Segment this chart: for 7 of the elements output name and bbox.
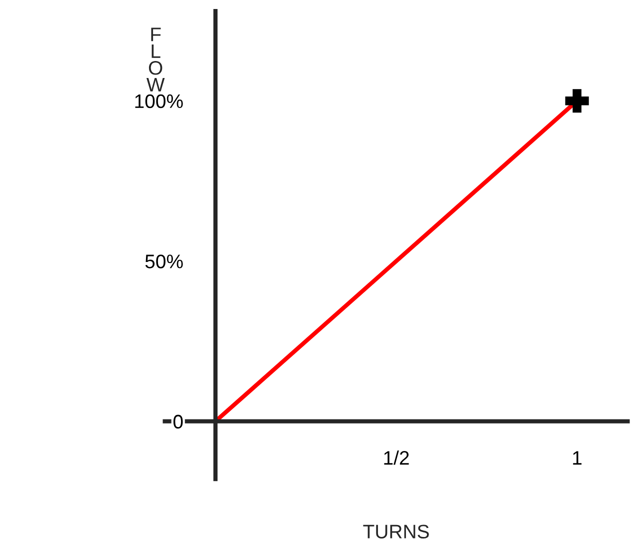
x-axis-title: TURNS	[363, 524, 429, 538]
x-tick-label: 1	[573, 451, 582, 465]
y-axis-title: F L O W	[146, 28, 165, 92]
x-tick-label: 1/2	[384, 450, 409, 465]
y-tick-label: 50%	[145, 254, 183, 268]
y-tick-label: 100%	[135, 94, 183, 108]
y-tick-label: 0	[173, 414, 183, 429]
